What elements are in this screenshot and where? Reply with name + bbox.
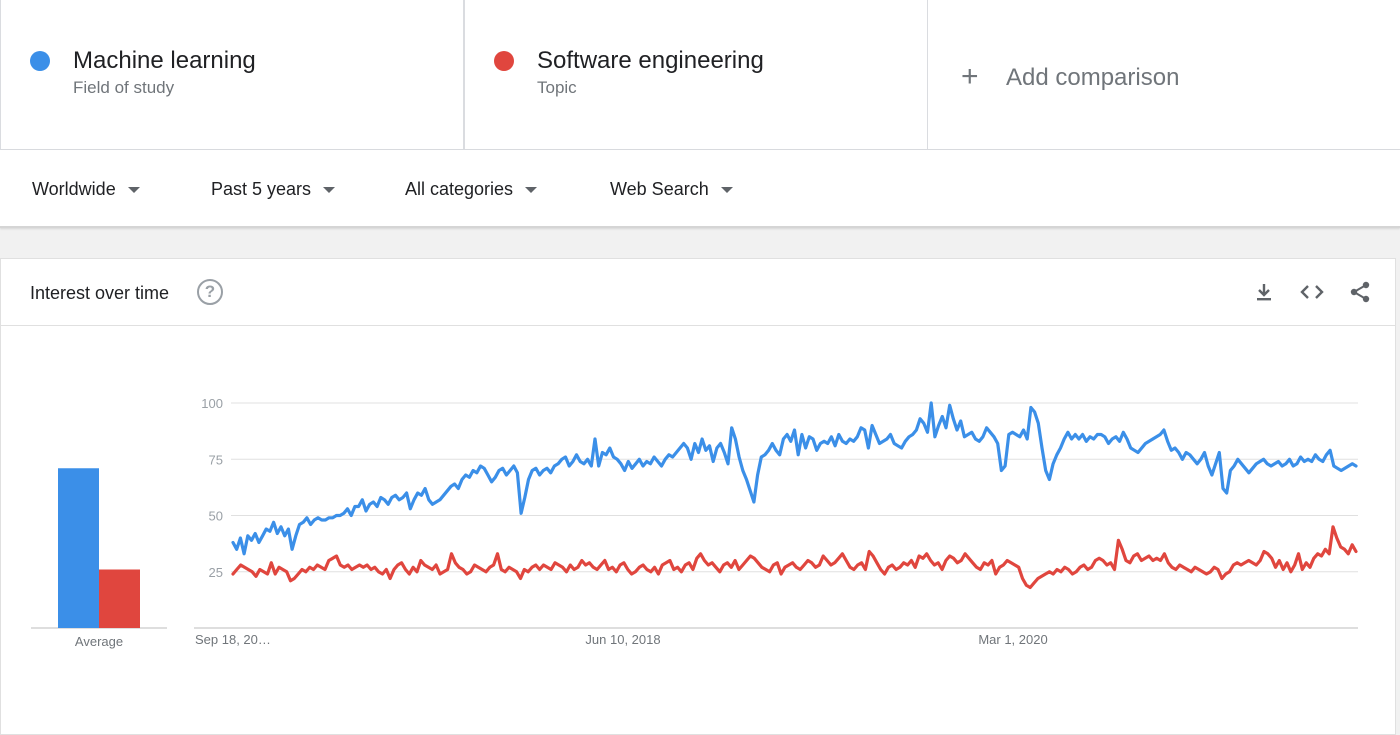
term-color-dot [30,51,50,71]
term-software-engineering[interactable]: Software engineering Topic [464,0,928,150]
term-name: Software engineering [537,47,764,74]
average-label: Average [75,634,123,649]
search-type-value: Web Search [610,179,709,199]
y-tick-label: 50 [209,509,223,524]
chevron-down-icon [127,186,140,193]
compare-bar: Machine learning Field of study Software… [0,0,1400,150]
share-icon[interactable] [1347,279,1373,305]
region-dropdown[interactable]: Worldwide [32,179,140,200]
time-range-value: Past 5 years [211,179,312,199]
help-icon[interactable]: ? [197,279,223,305]
card-header: Interest over time ? [1,259,1395,326]
add-comparison-button[interactable]: + Add comparison [928,0,1400,150]
region-value: Worldwide [32,179,116,199]
series-line [231,525,1358,590]
term-color-dot [494,51,514,71]
average-bar [99,569,140,628]
category-dropdown[interactable]: All categories [405,179,538,200]
card-title: Interest over time [30,283,170,303]
term-type: Field of study [73,78,175,97]
plus-icon: + [961,60,979,93]
interest-chart: 25 50 75 100 Sep 18, 20… Jun 10, 2018 Mar 1, 2… [31,396,1358,649]
term-name: Machine learning [73,47,256,74]
x-tick-label: Sep 18, 20… [195,632,271,647]
time-range-dropdown[interactable]: Past 5 years [211,179,336,200]
chevron-down-icon [323,186,336,193]
search-type-dropdown[interactable]: Web Search [610,179,733,200]
y-tick-label: 100 [201,396,223,411]
chevron-down-icon [720,186,733,193]
filter-bar: Worldwide Past 5 years All categories We… [0,150,1400,228]
category-value: All categories [405,179,514,199]
x-tick-label: Mar 1, 2020 [978,632,1047,647]
term-machine-learning[interactable]: Machine learning Field of study [0,0,464,150]
download-icon[interactable] [1251,279,1277,305]
y-tick-label: 25 [209,565,223,580]
x-tick-label: Jun 10, 2018 [585,632,660,647]
chevron-down-icon [525,186,538,193]
embed-icon[interactable] [1299,279,1325,305]
term-type: Topic [537,78,577,97]
add-comparison-label: Add comparison [1006,64,1180,91]
y-tick-label: 75 [209,452,223,467]
series-line [231,401,1358,556]
average-bar [58,468,99,628]
interest-over-time-card: Interest over time ? 25 50 75 100 Sep 18, 20… [0,258,1396,735]
